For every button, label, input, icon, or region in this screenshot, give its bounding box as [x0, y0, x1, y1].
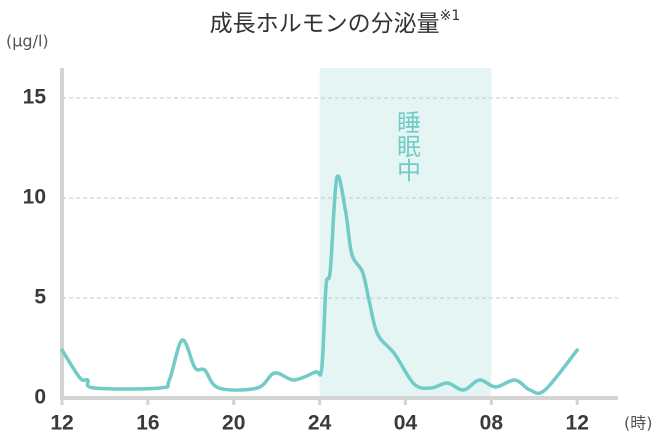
- x-tick-label: 20: [222, 412, 245, 435]
- x-tick-label: 16: [136, 412, 159, 435]
- y-tick-label: 0: [34, 386, 46, 409]
- title-note: ※1: [440, 8, 461, 24]
- y-tick-label: 15: [23, 86, 47, 109]
- y-axis-label: (μg/l): [6, 32, 49, 51]
- x-tick-label: 12: [50, 412, 73, 435]
- title-text: 成長ホルモンの分泌量: [210, 11, 440, 37]
- y-tick-label: 10: [23, 186, 46, 209]
- series-line: [60, 174, 579, 396]
- x-tick-label: 08: [480, 412, 504, 435]
- chart-title: 成長ホルモンの分泌量※1: [210, 8, 461, 37]
- sleep-label: 睡眠中: [392, 110, 420, 182]
- x-axis-label: (時): [624, 414, 653, 433]
- x-tick-label: 04: [394, 412, 418, 435]
- x-tick-label: 24: [308, 412, 332, 435]
- x-tick-label: 12: [566, 412, 589, 435]
- y-tick-label: 5: [34, 286, 46, 309]
